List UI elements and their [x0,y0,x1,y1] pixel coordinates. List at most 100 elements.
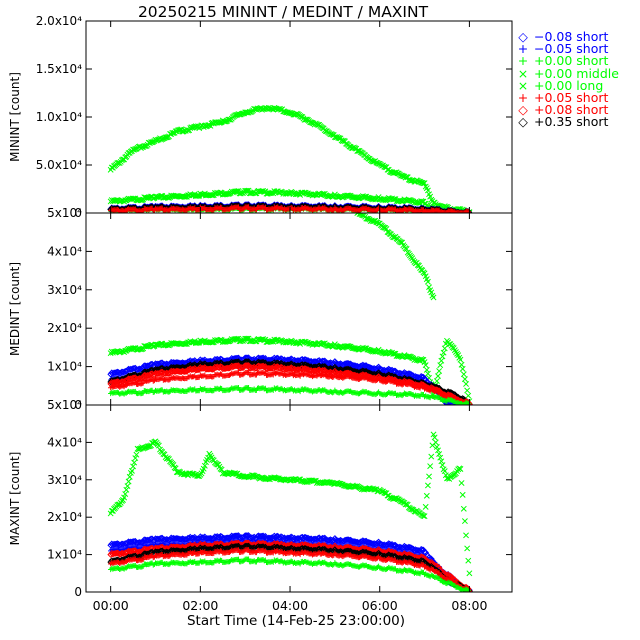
data-point [265,388,271,394]
data-point [230,371,236,377]
data-point [436,368,443,374]
data-point [181,341,188,348]
data-point [333,206,339,212]
data-point [305,387,311,393]
chart-title: 20250215 MININT / MEDINT / MAXINT [138,3,429,21]
data-point [330,207,336,213]
data-point [157,376,163,382]
data-point [389,378,395,384]
data-point [197,372,203,378]
data-point [133,451,140,458]
data-point [197,385,203,392]
data-point [179,206,186,212]
data-point [243,187,250,194]
data-point [181,193,188,200]
data-point [282,109,289,116]
data-point [428,289,435,296]
data-point [361,345,367,352]
data-point [437,454,444,461]
data-point [120,383,126,389]
data-point [330,374,336,381]
y-tick-label: 1x10⁴ [47,360,82,374]
data-point [426,473,432,480]
data-point [147,377,153,383]
data-point [179,387,186,394]
data-point [137,539,145,547]
data-point [166,389,172,395]
data-point [440,349,447,356]
data-point [441,468,448,475]
data-point [296,206,302,212]
data-point [339,138,346,144]
y-tick-label: 5.0x10⁴ [36,158,82,172]
data-point [110,207,116,213]
data-point [188,192,195,199]
data-point [223,364,231,372]
data-point [309,389,316,395]
y-tick-label: 0 [74,398,82,412]
data-point [245,384,252,391]
data-point [363,215,370,222]
data-point [162,134,169,141]
data-point [459,365,466,372]
data-point [233,188,240,195]
data-point [424,370,431,377]
data-point [270,372,276,378]
series [108,204,472,213]
data-point [288,370,294,376]
data-point [166,377,172,383]
data-point [305,371,311,378]
data-point [309,207,316,213]
data-point [432,439,439,446]
data-point [313,388,319,394]
data-point [460,371,467,378]
data-point [216,372,223,378]
data-point [438,458,445,465]
data-point [121,494,128,501]
data-point [459,491,466,498]
data-point [110,390,116,396]
data-point [166,207,172,213]
data-point [187,205,193,211]
data-point [421,513,428,520]
data-point [241,205,247,211]
y-axis-label: MININT [count] [8,72,22,162]
data-point [370,218,376,225]
data-point [148,139,154,146]
data-point [235,385,242,391]
data-point [327,206,333,212]
data-point [323,373,329,379]
data-point [321,205,327,211]
data-point [437,362,444,369]
data-point [435,373,441,380]
data-point [319,534,326,542]
data-point [405,196,412,203]
data-point [194,472,200,479]
data-point [240,372,246,378]
data-point [341,375,347,381]
data-point [198,338,205,345]
data-point [435,447,441,454]
data-point [465,400,471,405]
data-point [121,208,127,213]
data-point [270,206,276,212]
series [107,335,473,405]
data-point [399,392,405,399]
data-point [436,389,442,395]
y-tick-label: 0 [74,206,82,220]
data-point [201,462,208,469]
data-point [439,353,446,360]
data-point [424,278,431,285]
data-point [194,339,200,346]
data-point [452,209,458,213]
data-point [216,386,223,392]
data-point [248,472,255,479]
data-point [126,473,133,480]
data-point [439,392,446,398]
data-point [333,389,339,395]
data-point [378,378,384,384]
data-point [245,369,252,375]
data-point [154,193,161,200]
